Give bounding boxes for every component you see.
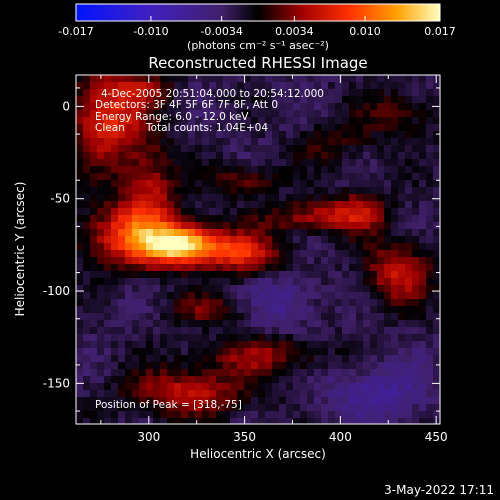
x-axis-label: Heliocentric X (arcsec) xyxy=(190,447,326,461)
heatmap-image xyxy=(76,75,440,424)
y-tick-label-0: 0 xyxy=(62,99,70,113)
annotation-total-counts: Total counts: 1.04E+04 xyxy=(145,122,268,134)
y-axis-tick-labels: 0 -50 -100 -150 xyxy=(43,99,70,390)
annotation-detectors: Detectors: 3F 4F 5F 6F 7F 8F, Att 0 xyxy=(95,99,278,111)
x-tick-label-3: 450 xyxy=(425,430,448,444)
colorbar-gradient xyxy=(76,4,440,21)
colorbar: -0.017 -0.010 -0.0034 0.0034 0.010 0.017 (pho… xyxy=(58,3,456,52)
annotation-clean: Clean xyxy=(95,122,125,134)
annotation-energy-range: Energy Range: 6.0 - 12.0 keV xyxy=(95,111,249,123)
colorbar-tick-labels: -0.017 -0.010 -0.0034 0.0034 0.010 0.017 xyxy=(58,25,455,38)
colorbar-tick-label-4: 0.010 xyxy=(349,25,381,38)
x-tick-label-2: 400 xyxy=(329,430,352,444)
annotation-peak-position: Position of Peak = [318,-75] xyxy=(95,399,242,411)
x-tick-label-1: 350 xyxy=(233,430,256,444)
footer-timestamp: 3-May-2022 17:11 xyxy=(384,483,494,497)
colorbar-tick-label-1: -0.010 xyxy=(133,25,168,38)
annotation-time-range: 4-Dec-2005 20:51:04.000 to 20:54:12.000 xyxy=(101,88,324,100)
y-tick-label-2: -100 xyxy=(43,284,70,298)
x-tick-label-0: 300 xyxy=(137,430,160,444)
colorbar-unit-label: (photons cm⁻² s⁻¹ asec⁻²) xyxy=(187,39,329,52)
colorbar-tick-label-0: -0.017 xyxy=(58,25,93,38)
y-axis-label: Heliocentric Y (arcsec) xyxy=(13,182,27,317)
colorbar-tick-label-5: 0.017 xyxy=(424,25,456,38)
x-axis-ticks xyxy=(100,75,437,424)
chart-title: Reconstructed RHESSI Image xyxy=(148,54,367,72)
y-tick-label-3: -150 xyxy=(43,376,70,390)
colorbar-ticks xyxy=(75,16,441,21)
y-axis-ticks xyxy=(76,87,440,412)
x-axis-tick-labels: 300 350 400 450 xyxy=(137,430,447,444)
colorbar-tick-label-2: -0.0034 xyxy=(200,25,242,38)
plot-frame xyxy=(75,74,441,425)
colorbar-tick-label-3: 0.0034 xyxy=(275,25,314,38)
image-annotations: 4-Dec-2005 20:51:04.000 to 20:54:12.000 … xyxy=(95,88,324,411)
y-tick-label-1: -50 xyxy=(50,192,70,206)
colorbar-frame xyxy=(75,3,441,22)
